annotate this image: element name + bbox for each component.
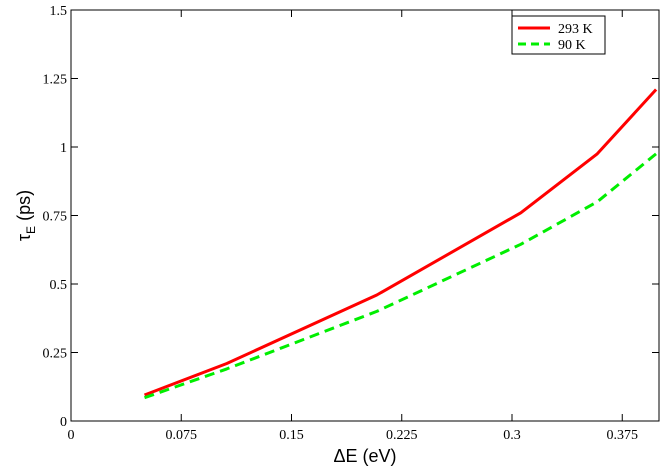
y-tick-label: 1	[60, 141, 67, 156]
y-tick-label: 0.5	[50, 278, 68, 293]
x-tick-label: 0.3	[503, 428, 521, 443]
y-tick-label: 0.75	[43, 210, 68, 225]
y-tick-label: 0	[60, 415, 67, 430]
legend-label-293k: 293 K	[558, 22, 593, 37]
legend-box	[511, 15, 606, 55]
legend: 293 K 90 K	[511, 15, 606, 55]
y-axis-title: τE (ps)	[14, 190, 38, 241]
x-tick-label: 0.225	[386, 428, 418, 443]
y-tick-label: 1.5	[50, 4, 68, 19]
y-tick-label: 0.25	[43, 347, 68, 362]
y-axis-title-subscript: E	[24, 226, 38, 234]
y-axis-title-unit: (ps)	[14, 190, 34, 226]
x-tick-label: 0.15	[279, 428, 304, 443]
legend-label-90k: 90 K	[558, 38, 586, 53]
y-tick-label: 1.25	[43, 73, 68, 88]
x-tick-label: 0.075	[166, 428, 198, 443]
series-line-90k	[144, 152, 658, 400]
y-axis-title-symbol: τ	[14, 234, 34, 241]
x-axis-title: ΔE (eV)	[333, 446, 396, 466]
x-tick-label: 0	[68, 428, 75, 443]
series-line-293k	[143, 88, 658, 397]
x-tick-label: 0.375	[607, 428, 639, 443]
